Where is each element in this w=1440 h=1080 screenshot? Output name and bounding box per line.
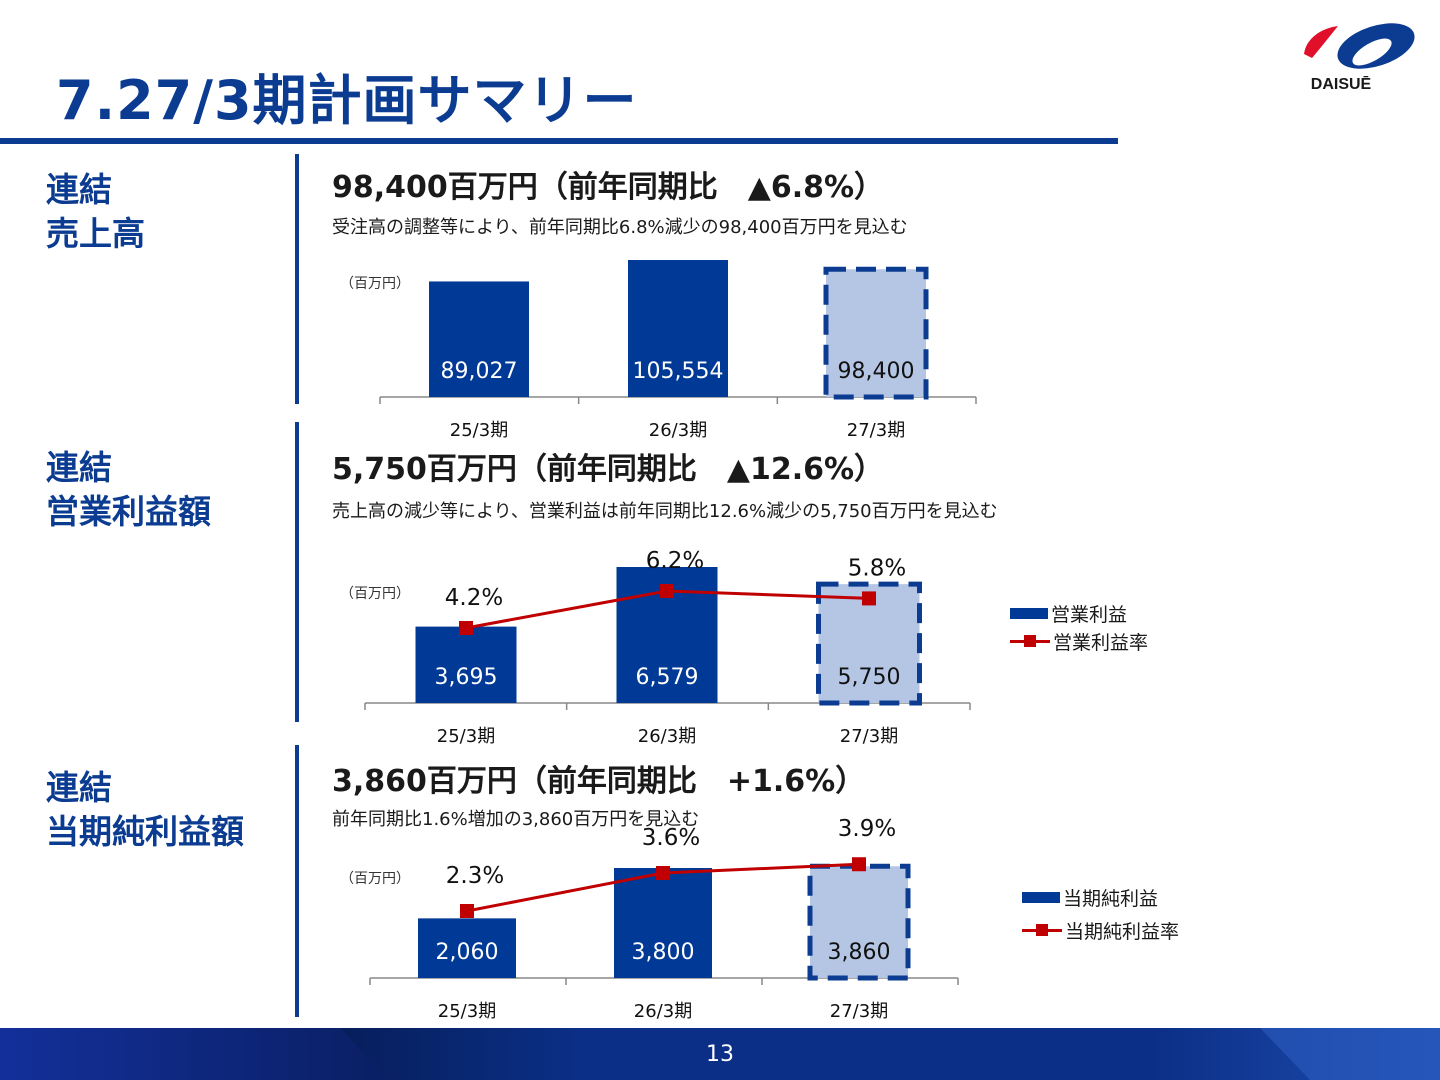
margin-point — [862, 591, 876, 606]
margin-point — [459, 621, 473, 635]
bar — [628, 260, 728, 397]
legend-item-net-profit: 当期純利益 — [1022, 878, 1179, 916]
section-sales-divider — [295, 154, 299, 404]
bar-value-label: 3,695 — [435, 665, 498, 690]
daisue-logo-icon — [1304, 23, 1415, 69]
section-net-divider — [295, 745, 299, 1017]
category-label: 26/3期 — [634, 1001, 692, 1022]
margin-label: 4.2% — [445, 585, 503, 611]
margin-point — [660, 584, 674, 598]
bar-value-label: 2,060 — [436, 940, 499, 965]
net-description: 前年同期比1.6%増加の3,860百万円を見込む — [332, 809, 700, 830]
bar-value-label: 89,027 — [441, 359, 518, 384]
section-net-label-line1: 連結 — [46, 768, 112, 807]
margin-point — [460, 904, 474, 918]
legend-item-operating-profit: 営業利益 — [1010, 599, 1148, 627]
bar — [418, 918, 516, 978]
category-label: 27/3期 — [840, 726, 898, 747]
page-title: 7.27/3期計画サマリー — [56, 69, 638, 132]
margin-point — [852, 857, 866, 872]
bar-value-label: 5,750 — [838, 665, 901, 690]
category-label: 27/3期 — [830, 1001, 888, 1022]
net-headline: 3,860百万円（前年同期比 +1.6%） — [332, 764, 866, 799]
bar-value-label: 98,400 — [838, 359, 915, 384]
operating-headline: 5,750百万円（前年同期比 ▲12.6%） — [332, 452, 885, 487]
category-label: 25/3期 — [437, 726, 495, 747]
title-divider — [0, 138, 1118, 144]
margin-label: 2.3% — [446, 863, 504, 889]
legend-item-operating-margin: 営業利益率 — [1010, 627, 1148, 655]
legend-label: 当期純利益率 — [1065, 920, 1180, 943]
category-label: 25/3期 — [450, 420, 508, 441]
bar-value-label: 105,554 — [633, 359, 724, 384]
page-number: 13 — [706, 1042, 734, 1067]
margin-label: 5.8% — [848, 555, 906, 581]
unit-label: （百万円） — [340, 586, 410, 602]
category-label: 26/3期 — [649, 420, 707, 441]
sales-headline: 98,400百万円（前年同期比 ▲6.8%） — [332, 170, 885, 205]
bar-value-label: 3,800 — [632, 940, 695, 965]
net-legend: 当期純利益 当期純利益率 — [1022, 878, 1179, 944]
margin-label: 3.6% — [642, 825, 700, 851]
bar-value-label: 3,860 — [828, 940, 891, 965]
footer-bar — [0, 1028, 1440, 1080]
bar — [429, 281, 529, 397]
category-label: 27/3期 — [847, 420, 905, 441]
legend-bar-swatch — [1022, 891, 1060, 903]
section-operating-divider — [295, 422, 299, 722]
bar — [614, 868, 712, 978]
legend-label: 当期純利益 — [1063, 887, 1159, 910]
margin-label: 6.2% — [646, 548, 704, 574]
margin-label: 3.9% — [838, 816, 896, 842]
operating-description: 売上高の減少等により、営業利益は前年同期比12.6%減少の5,750百万円を見込… — [332, 501, 998, 522]
unit-label: （百万円） — [340, 871, 410, 887]
section-net-label-line2: 当期純利益額 — [46, 812, 244, 851]
category-label: 25/3期 — [438, 1001, 496, 1022]
section-sales-label-line1: 連結 — [46, 170, 112, 209]
section-sales-label-line2: 売上高 — [46, 214, 145, 253]
sales-description: 受注高の調整等により、前年同期比6.8%減少の98,400百万円を見込む — [332, 217, 908, 238]
bar — [415, 626, 517, 703]
section-net-label: 連結 当期純利益額 — [46, 766, 244, 854]
section-operating-label-line2: 営業利益額 — [46, 492, 211, 531]
margin-point — [656, 866, 670, 880]
legend-label: 営業利益 — [1051, 603, 1128, 626]
legend-item-net-margin: 当期純利益率 — [1022, 916, 1179, 944]
section-operating-label-line1: 連結 — [46, 448, 112, 487]
operating-legend: 営業利益 営業利益率 — [1010, 599, 1148, 655]
bar-value-label: 6,579 — [636, 665, 699, 690]
section-sales-label: 連結 売上高 — [46, 168, 145, 256]
logo-text: DAISUĒ — [1310, 76, 1372, 93]
legend-line-swatch — [1022, 923, 1062, 937]
legend-line-swatch — [1010, 634, 1050, 648]
legend-label: 営業利益率 — [1053, 631, 1149, 654]
section-operating-label: 連結 営業利益額 — [46, 446, 211, 534]
category-label: 26/3期 — [638, 726, 696, 747]
unit-label: （百万円） — [340, 276, 410, 292]
plan-bar — [823, 266, 929, 400]
footer-stripe — [0, 1028, 390, 1080]
legend-bar-swatch — [1010, 607, 1048, 619]
